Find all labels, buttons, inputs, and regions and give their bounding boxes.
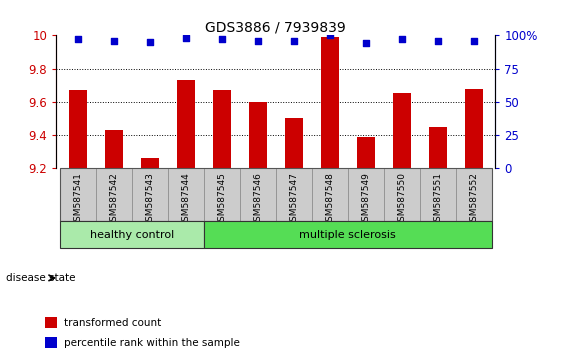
Text: healthy control: healthy control	[90, 229, 174, 240]
Text: GSM587541: GSM587541	[73, 172, 82, 227]
Bar	[213, 90, 231, 168]
Text: GSM587543: GSM587543	[145, 172, 154, 227]
Bar	[96, 168, 132, 221]
Bar	[240, 168, 276, 221]
Bar	[357, 137, 375, 168]
Point	[73, 36, 82, 42]
Bar	[465, 88, 483, 168]
Point	[145, 39, 154, 45]
Text: GSM587547: GSM587547	[289, 172, 298, 227]
Text: GSM587542: GSM587542	[109, 172, 118, 227]
Bar	[312, 168, 348, 221]
Text: multiple sclerosis: multiple sclerosis	[300, 229, 396, 240]
Text: GSM587544: GSM587544	[181, 172, 190, 227]
Text: GSM587545: GSM587545	[217, 172, 226, 227]
Bar	[105, 130, 123, 168]
Bar	[393, 93, 411, 168]
Bar	[141, 158, 159, 168]
Bar	[177, 80, 195, 168]
Bar	[420, 168, 456, 221]
Text: GSM587546: GSM587546	[253, 172, 262, 227]
Title: GDS3886 / 7939839: GDS3886 / 7939839	[205, 20, 346, 34]
Bar	[456, 168, 492, 221]
Bar	[168, 168, 204, 221]
Text: transformed count: transformed count	[64, 318, 161, 327]
Point	[289, 38, 298, 44]
Point	[217, 36, 226, 42]
Bar	[204, 221, 492, 248]
Bar	[204, 168, 240, 221]
Point	[253, 38, 262, 44]
Point	[325, 33, 334, 38]
Point	[361, 41, 370, 46]
Bar	[321, 37, 339, 168]
Text: GSM587552: GSM587552	[470, 172, 479, 227]
Bar	[429, 127, 447, 168]
Bar	[348, 168, 384, 221]
Bar	[69, 90, 87, 168]
Point	[397, 36, 406, 42]
Bar	[384, 168, 420, 221]
Bar	[45, 317, 57, 328]
Bar	[45, 337, 57, 348]
Text: disease state: disease state	[6, 273, 75, 283]
Bar	[276, 168, 312, 221]
Point	[470, 38, 479, 44]
Text: GSM587549: GSM587549	[361, 172, 370, 227]
Point	[181, 35, 190, 41]
Text: percentile rank within the sample: percentile rank within the sample	[64, 337, 239, 348]
Point	[434, 38, 443, 44]
Bar	[60, 221, 204, 248]
Text: GSM587550: GSM587550	[397, 172, 406, 227]
Point	[109, 38, 118, 44]
Bar	[249, 102, 267, 168]
Bar	[132, 168, 168, 221]
Text: GSM587548: GSM587548	[325, 172, 334, 227]
Text: GSM587551: GSM587551	[434, 172, 443, 227]
Bar	[60, 168, 96, 221]
Bar	[285, 118, 303, 168]
